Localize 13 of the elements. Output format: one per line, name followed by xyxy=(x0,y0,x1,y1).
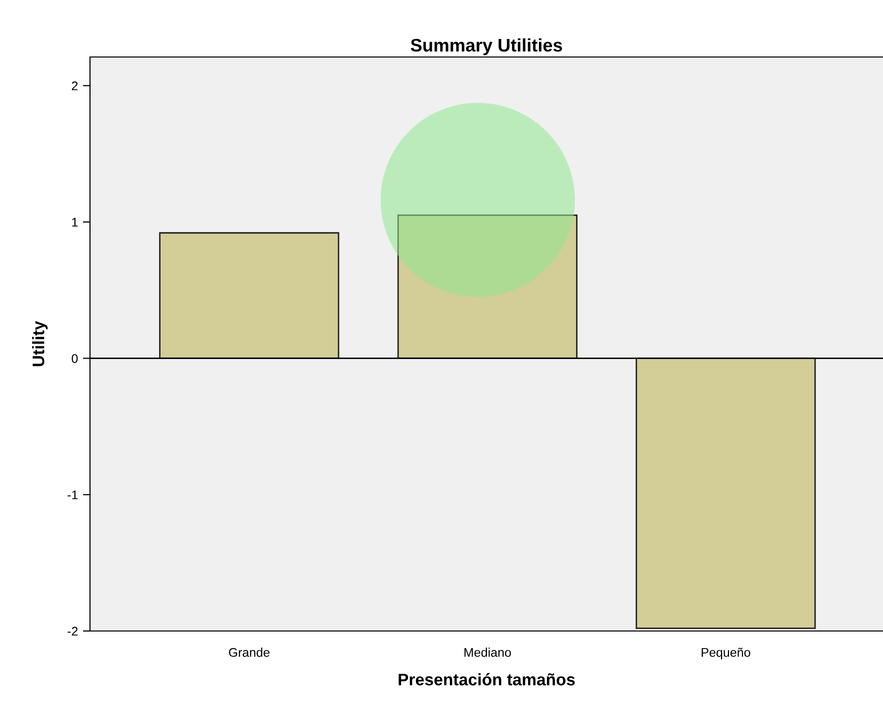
x-tick-label: Grande xyxy=(228,648,270,657)
y-tick-label: -1 xyxy=(68,490,78,500)
x-tick-label: Pequeño xyxy=(702,648,750,660)
y-tick-label: 1 xyxy=(72,218,78,227)
y-tick-label: -2 xyxy=(68,626,78,636)
y-axis-title: Utility xyxy=(32,320,48,366)
x-tick-label: Mediano xyxy=(464,648,511,657)
bar xyxy=(159,232,340,360)
y-tick-label: 0 xyxy=(72,354,78,363)
bar xyxy=(636,358,816,629)
y-tick-label: 2 xyxy=(72,81,78,90)
x-axis-title: Presentación tamaños xyxy=(398,673,575,686)
chart-title: Summary Utilities xyxy=(410,38,562,56)
